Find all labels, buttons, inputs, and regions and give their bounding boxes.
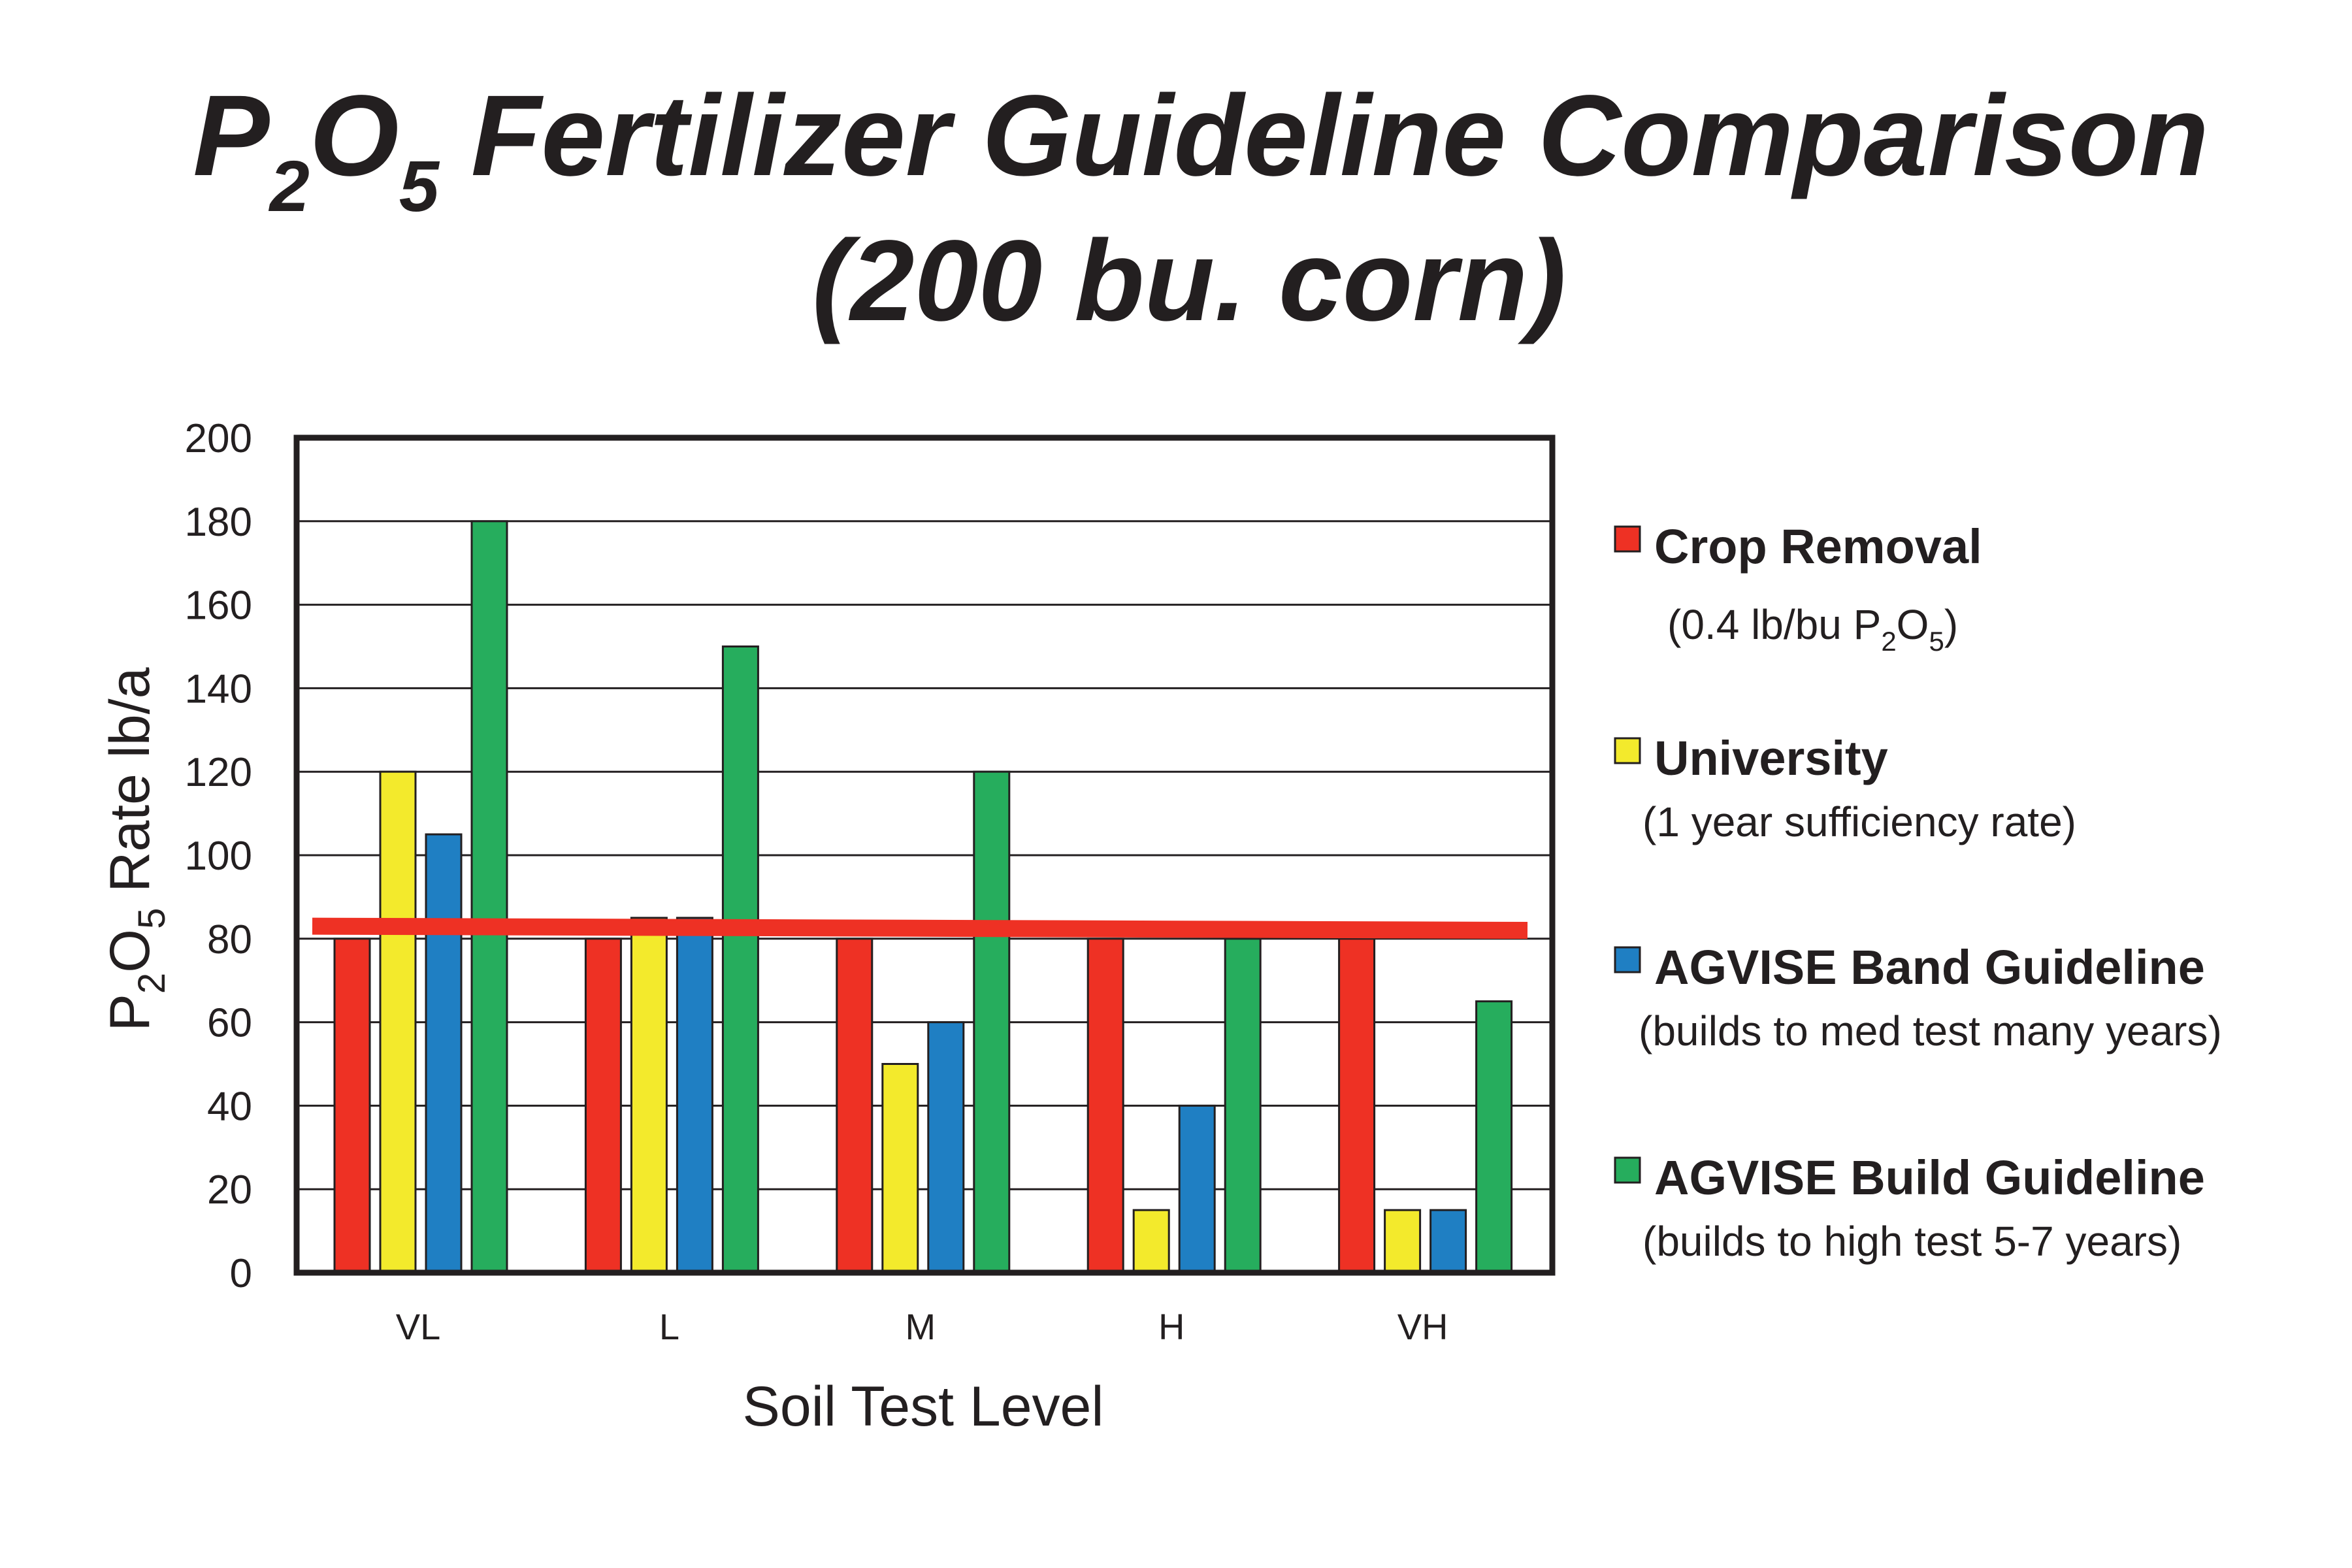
legend-desc-crop-removal: (0.4 lb/bu P2O5) — [1667, 601, 1958, 657]
bar-crop-removal-vh — [1338, 938, 1376, 1274]
x-axis-title: Soil Test Level — [743, 1375, 1104, 1438]
y-axis-ticks: 0 20 40 60 80 100 120 140 160 180 200 — [185, 416, 252, 1296]
legend-label-agvise-build: AGVISE Build Guideline — [1654, 1151, 2205, 1205]
x-tick-label-m: M — [905, 1306, 936, 1347]
bar-university-h — [1132, 1209, 1170, 1274]
y-tick-label: 200 — [185, 416, 252, 461]
bar-agvise-build-h — [1224, 938, 1262, 1274]
bar-agvise-build-vh — [1475, 1000, 1513, 1274]
legend-label-agvise-band: AGVISE Band Guideline — [1654, 940, 2205, 994]
x-axis-categories: VL L M H VH — [396, 1306, 1448, 1347]
bar-crop-removal-m — [836, 938, 874, 1274]
y-tick-label: 80 — [207, 917, 252, 962]
bar-marks — [333, 520, 1513, 1274]
bar-agvise-build-vl — [470, 520, 508, 1274]
legend: Crop Removal (0.4 lb/bu P2O5) University… — [1614, 519, 2222, 1265]
y-tick-label: 180 — [185, 500, 252, 545]
legend-item-university: University (1 year sufficiency rate) — [1614, 731, 2076, 845]
x-tick-label-vh: VH — [1397, 1306, 1448, 1347]
bar-agvise-build-m — [973, 770, 1011, 1274]
chart-title-line1: P2O5 Fertilizer Guideline Comparison — [193, 72, 2209, 227]
bar-university-vh — [1384, 1209, 1422, 1274]
bar-crop-removal-l — [584, 938, 622, 1274]
legend-item-crop-removal: Crop Removal (0.4 lb/bu P2O5) — [1614, 519, 1982, 657]
bar-agvise-build-l — [721, 645, 759, 1274]
plot-frame — [293, 434, 1556, 1276]
legend-item-agvise-build: AGVISE Build Guideline (builds to high t… — [1614, 1151, 2205, 1265]
x-tick-label-h: H — [1158, 1306, 1184, 1347]
legend-swatch-crop-removal — [1614, 525, 1641, 553]
y-tick-label: 120 — [185, 750, 252, 795]
legend-swatch-agvise-band — [1614, 946, 1641, 973]
y-tick-label: 60 — [207, 1001, 252, 1046]
bar-agvise-band-h — [1178, 1104, 1216, 1274]
y-tick-label: 160 — [185, 583, 252, 629]
legend-desc-university: (1 year sufficiency rate) — [1642, 798, 2076, 845]
y-tick-label: 140 — [185, 666, 252, 711]
legend-swatch-university — [1614, 737, 1641, 764]
legend-desc-agvise-build: (builds to high test 5-7 years) — [1642, 1218, 2181, 1265]
y-tick-label: 100 — [185, 834, 252, 879]
bar-crop-removal-h — [1086, 938, 1124, 1274]
legend-desc-agvise-band: (builds to med test many years) — [1639, 1007, 2222, 1054]
legend-label-university: University — [1654, 731, 1888, 785]
bar-agvise-band-vl — [425, 833, 463, 1274]
y-tick-label: 20 — [207, 1168, 252, 1213]
y-tick-label: 40 — [207, 1084, 252, 1129]
bar-agvise-band-vh — [1429, 1209, 1467, 1274]
bar-crop-removal-vl — [333, 938, 371, 1274]
y-tick-label: 0 — [230, 1251, 252, 1296]
chart-title-line2: (200 bu. corn) — [812, 217, 1566, 345]
legend-item-agvise-band: AGVISE Band Guideline (builds to med tes… — [1614, 940, 2222, 1054]
x-tick-label-vl: VL — [396, 1306, 441, 1347]
legend-label-crop-removal: Crop Removal — [1654, 519, 1982, 574]
bar-university-m — [881, 1063, 919, 1274]
bar-agvise-band-m — [927, 1021, 965, 1274]
bar-agvise-band-l — [676, 917, 713, 1274]
bar-university-l — [630, 917, 668, 1274]
x-tick-label-l: L — [659, 1306, 679, 1347]
bar-university-vl — [379, 770, 417, 1274]
legend-swatch-agvise-build — [1614, 1156, 1641, 1184]
y-axis-title: P2O5 Rate lb/a — [99, 667, 173, 1031]
crop-removal-reference-line — [312, 917, 1528, 939]
